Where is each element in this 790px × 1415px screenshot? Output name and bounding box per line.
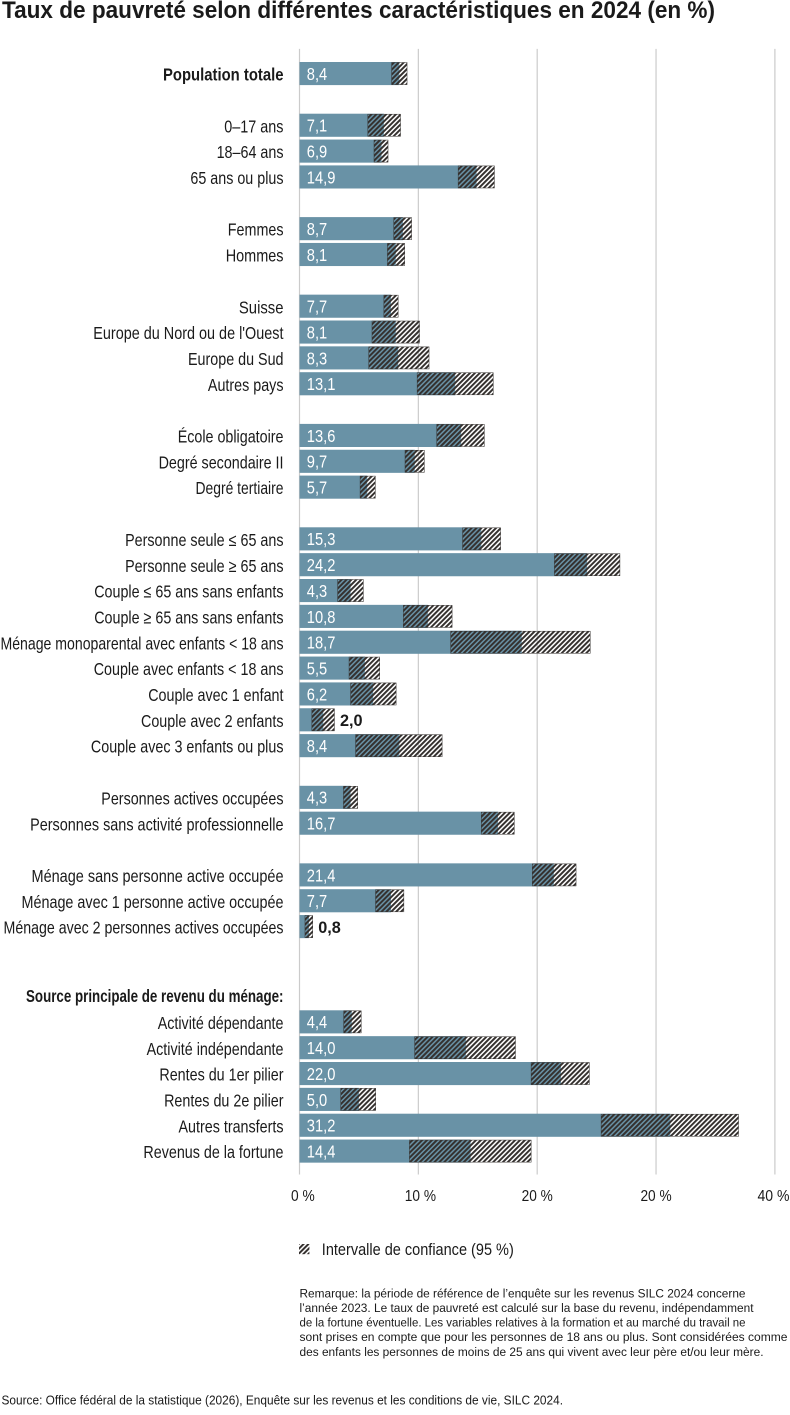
svg-text:0 %: 0 % [291,1188,315,1205]
svg-text:Ménage monoparental avec enfan: Ménage monoparental avec enfants < 18 an… [1,633,284,653]
svg-text:31,2: 31,2 [307,1117,336,1136]
svg-text:13,1: 13,1 [307,375,336,394]
svg-text:Activité indépendante: Activité indépendante [147,1039,284,1059]
svg-text:4,4: 4,4 [307,1013,327,1032]
svg-text:7,7: 7,7 [307,298,327,317]
svg-text:de la fortune éventuelle. Les: de la fortune éventuelle. Les variables … [300,1316,746,1330]
svg-text:Remarque: la période de référe: Remarque: la période de référence de l’e… [300,1286,746,1300]
svg-text:22,0: 22,0 [307,1065,336,1084]
svg-text:Degré secondaire II: Degré secondaire II [159,452,284,472]
svg-text:Rentes du 1er pilier: Rentes du 1er pilier [159,1065,283,1085]
svg-text:Personne seule ≤ 65 ans: Personne seule ≤ 65 ans [125,530,284,550]
svg-text:Ménage avec 1 personne active: Ménage avec 1 personne active occupée [22,892,284,912]
svg-text:Revenus de la fortune: Revenus de la fortune [143,1142,283,1162]
svg-text:10 %: 10 % [405,1188,436,1205]
svg-text:24,2: 24,2 [307,556,336,575]
svg-text:6,9: 6,9 [307,142,327,161]
svg-text:Femmes: Femmes [228,220,284,240]
svg-text:4,3: 4,3 [307,789,327,808]
svg-text:Couple avec 2 enfants: Couple avec 2 enfants [141,711,284,731]
svg-text:14,9: 14,9 [307,168,336,187]
svg-text:20 %: 20 % [640,1188,671,1205]
svg-text:5,7: 5,7 [307,479,327,498]
svg-text:18–64 ans: 18–64 ans [217,142,284,162]
svg-text:Couple avec enfants < 18 ans: Couple avec enfants < 18 ans [94,659,284,679]
svg-text:sont prises en compte que pour: sont prises en compte que pour les perso… [300,1330,788,1344]
svg-text:8,4: 8,4 [307,737,327,756]
svg-text:0–17 ans: 0–17 ans [224,116,283,136]
svg-text:8,1: 8,1 [307,246,327,265]
svg-text:Europe du Sud: Europe du Sud [188,349,284,369]
svg-text:Couple avec 3 enfants ou plus: Couple avec 3 enfants ou plus [91,737,284,757]
svg-text:6,2: 6,2 [307,685,327,704]
svg-text:4,3: 4,3 [307,582,327,601]
svg-text:5,0: 5,0 [307,1091,327,1110]
svg-text:Personne seule ≥ 65 ans: Personne seule ≥ 65 ans [125,556,284,576]
svg-text:20 %: 20 % [522,1188,553,1205]
svg-text:8,3: 8,3 [307,349,327,368]
svg-text:Autres pays: Autres pays [208,375,284,395]
svg-text:21,4: 21,4 [307,866,336,885]
svg-text:Intervalle de confiance (95 %): Intervalle de confiance (95 %) [322,1241,514,1259]
svg-text:Personnes sans activité profes: Personnes sans activité professionnelle [30,814,283,834]
svg-text:16,7: 16,7 [307,815,336,834]
svg-text:Ménage avec 2 personnes active: Ménage avec 2 personnes actives occupées [4,918,284,938]
svg-text:5,5: 5,5 [307,659,327,678]
svg-text:65 ans ou plus: 65 ans ou plus [190,168,283,188]
svg-text:14,4: 14,4 [307,1142,336,1161]
svg-text:Suisse: Suisse [239,297,284,317]
svg-text:13,6: 13,6 [307,427,336,446]
svg-text:Personnes actives occupées: Personnes actives occupées [101,788,283,808]
svg-text:Hommes: Hommes [226,246,284,266]
svg-text:7,1: 7,1 [307,117,327,136]
svg-text:Population totale: Population totale [163,65,284,85]
svg-text:7,7: 7,7 [307,892,327,911]
svg-text:10,8: 10,8 [307,608,336,627]
svg-text:15,3: 15,3 [307,530,336,549]
svg-text:Rentes du 2e pilier: Rentes du 2e pilier [164,1090,284,1110]
svg-text:Source: Office fédéral de la s: Source: Office fédéral de la statistique… [2,1392,564,1407]
svg-text:Couple ≥ 65 ans sans enfants: Couple ≥ 65 ans sans enfants [94,607,283,627]
svg-text:Autres transferts: Autres transferts [179,1116,284,1136]
svg-text:Couple avec 1 enfant: Couple avec 1 enfant [148,685,283,705]
svg-text:Europe du Nord ou de l'Ouest: Europe du Nord ou de l'Ouest [93,323,283,343]
svg-text:Activité dépendante: Activité dépendante [158,1013,284,1033]
svg-text:14,0: 14,0 [307,1039,336,1058]
svg-text:École obligatoire: École obligatoire [178,427,284,447]
svg-text:Taux de pauvreté selon différe: Taux de pauvreté selon différentes carac… [2,0,715,24]
svg-text:2,0: 2,0 [340,711,363,730]
svg-text:18,7: 18,7 [307,634,336,653]
svg-text:0,8: 0,8 [318,918,341,937]
svg-text:l’année 2023. Le taux de pauvr: l’année 2023. Le taux de pauvreté est ca… [300,1301,755,1315]
svg-text:Source principale de revenu du: Source principale de revenu du ménage: [26,986,284,1006]
svg-text:des enfants les personnes de m: des enfants les personnes de moins de 25… [300,1345,764,1359]
svg-text:8,7: 8,7 [307,220,327,239]
svg-text:Degré tertiaire: Degré tertiaire [196,478,284,498]
svg-text:9,7: 9,7 [307,453,327,472]
svg-text:Ménage sans personne active oc: Ménage sans personne active occupée [32,866,284,886]
svg-text:Couple ≤ 65 ans sans enfants: Couple ≤ 65 ans sans enfants [94,582,283,602]
svg-text:8,4: 8,4 [307,65,327,84]
svg-text:40 %: 40 % [758,1188,790,1205]
svg-text:8,1: 8,1 [307,323,327,342]
